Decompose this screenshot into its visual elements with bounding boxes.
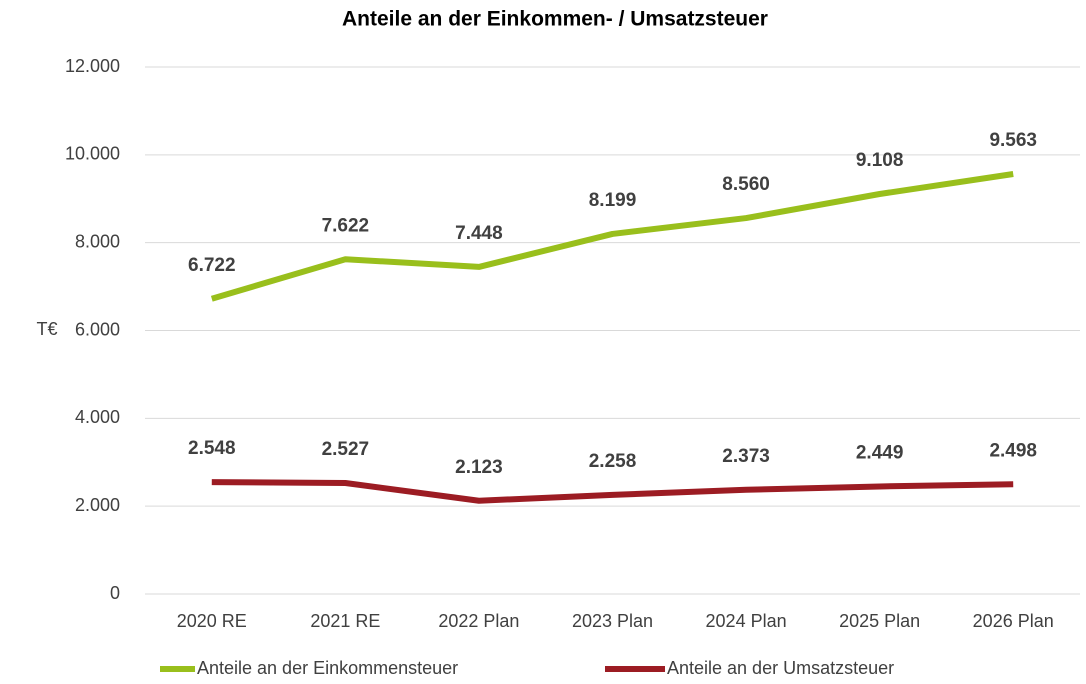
x-tick-label: 2023 Plan: [572, 611, 653, 631]
y-axis-label: T€: [36, 319, 57, 339]
chart-title: Anteile an der Einkommen- / Umsatzsteuer: [342, 8, 768, 31]
data-label: 7.448: [455, 223, 503, 244]
x-tick-label: 2024 Plan: [706, 611, 787, 631]
data-label: 6.722: [188, 255, 236, 276]
legend-label: Anteile an der Umsatzsteuer: [667, 658, 894, 678]
y-tick-label: 4.000: [75, 407, 120, 427]
line: [210, 171, 1014, 302]
legend-label: Anteile an der Einkommensteuer: [197, 658, 458, 678]
data-label: 8.560: [722, 174, 770, 195]
x-tick-label: 2020 RE: [177, 611, 247, 631]
y-tick-label: 2.000: [75, 495, 120, 515]
y-tick-label: 12.000: [65, 56, 120, 76]
data-label: 2.258: [589, 451, 637, 472]
y-tick-label: 6.000: [75, 319, 120, 339]
data-label: 7.622: [322, 215, 370, 236]
data-label: 9.563: [989, 130, 1037, 151]
data-label: 8.199: [589, 190, 637, 211]
data-label: 2.373: [722, 446, 770, 467]
data-label: 2.527: [322, 439, 370, 460]
x-tick-label: 2022 Plan: [438, 611, 519, 631]
y-tick-label: 8.000: [75, 231, 120, 251]
line: [211, 479, 1014, 504]
x-tick-label: 2025 Plan: [839, 611, 920, 631]
data-label: 2.548: [188, 438, 236, 459]
data-label: 9.108: [856, 150, 904, 171]
y-tick-label: 0: [110, 583, 120, 603]
x-tick-label: 2026 Plan: [973, 611, 1054, 631]
y-tick-label: 10.000: [65, 144, 120, 164]
data-label: 2.498: [989, 440, 1037, 461]
data-label: 2.123: [455, 457, 503, 478]
data-label: 2.449: [856, 442, 904, 463]
x-tick-label: 2021 RE: [310, 611, 380, 631]
